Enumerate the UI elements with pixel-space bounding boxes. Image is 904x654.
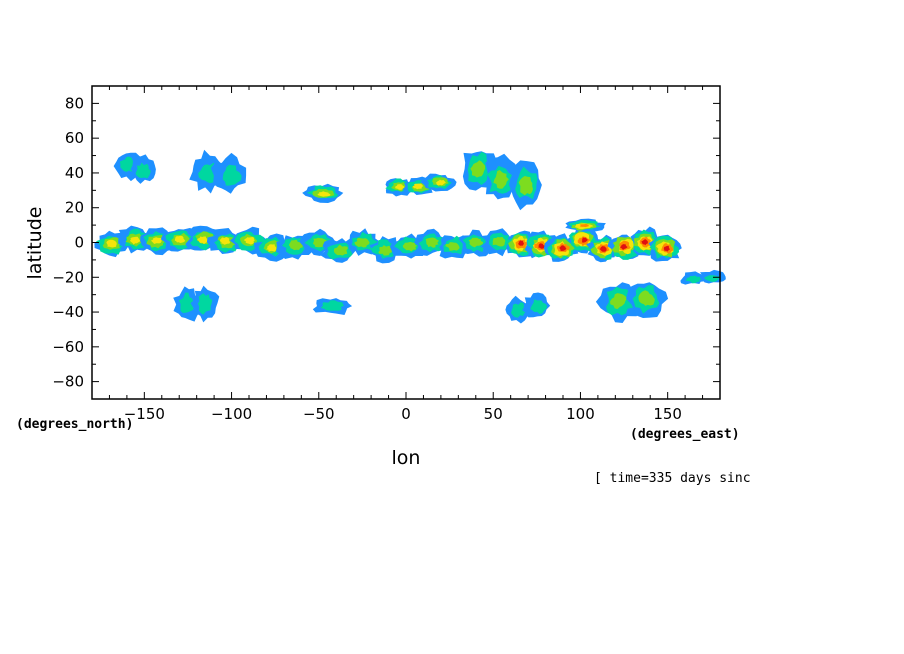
contour-feature bbox=[130, 236, 141, 245]
contour-feature bbox=[317, 191, 331, 197]
x-axis-title: lon bbox=[392, 447, 421, 469]
contour-feature bbox=[620, 244, 628, 250]
contour-feature bbox=[685, 275, 702, 284]
contour-feature bbox=[663, 245, 670, 252]
x-tick-label: 100 bbox=[566, 405, 595, 423]
contour-feature bbox=[288, 239, 303, 251]
y-tick-label: −40 bbox=[52, 303, 84, 321]
contour-feature bbox=[174, 235, 186, 243]
contour-feature bbox=[559, 245, 567, 251]
contour-feature bbox=[266, 244, 277, 252]
contour-feature bbox=[530, 299, 548, 315]
y-tick-label: 0 bbox=[74, 234, 84, 252]
contour-feature bbox=[638, 290, 655, 306]
x-tick-label: −50 bbox=[303, 405, 335, 423]
contour-feature bbox=[394, 184, 405, 190]
y-tick-label: 40 bbox=[65, 164, 84, 182]
y-tick-label: 60 bbox=[65, 129, 84, 147]
y-tick-label: 80 bbox=[65, 94, 84, 112]
contour-feature bbox=[220, 237, 231, 245]
contour-feature bbox=[641, 239, 648, 246]
contour-feature bbox=[197, 293, 213, 315]
contour-feature bbox=[135, 162, 151, 179]
contour-feature bbox=[243, 237, 255, 245]
y-tick-label: 20 bbox=[65, 199, 84, 217]
contour-feature bbox=[378, 245, 393, 256]
contour-feature bbox=[313, 237, 327, 248]
contour-feature bbox=[468, 237, 484, 248]
contour-feature bbox=[518, 176, 533, 196]
contour-feature bbox=[470, 160, 486, 178]
contour-feature bbox=[178, 292, 195, 313]
contour-feature bbox=[425, 237, 439, 248]
contour-fields bbox=[94, 149, 726, 324]
contour-feature bbox=[402, 241, 417, 252]
x-tick-label: 50 bbox=[484, 405, 503, 423]
x-tick-label: −150 bbox=[124, 405, 165, 423]
axis-ticks bbox=[91, 85, 721, 400]
contour-feature bbox=[333, 244, 348, 256]
x-tick-label: −100 bbox=[211, 405, 252, 423]
contour-feature bbox=[511, 302, 528, 318]
contour-feature bbox=[435, 179, 446, 186]
x-tick-labels: −150 −100 −50 0 50 100 150 bbox=[124, 405, 682, 423]
contour-feature bbox=[493, 170, 509, 189]
y-tick-labels: 80 60 40 20 0 −20 −40 −60 −80 bbox=[52, 94, 84, 390]
time-annotation: [ time=335 days sinc bbox=[594, 471, 751, 486]
contour-feature bbox=[537, 243, 545, 249]
contour-feature bbox=[599, 246, 607, 252]
contour-feature bbox=[151, 237, 163, 244]
x-tick-label: 0 bbox=[401, 405, 411, 423]
contour-feature bbox=[222, 164, 242, 186]
contour-feature bbox=[579, 223, 589, 228]
contour-feature bbox=[445, 242, 460, 251]
contour-feature bbox=[354, 237, 370, 248]
contour-feature bbox=[412, 183, 423, 190]
contour-feature bbox=[518, 240, 525, 246]
y-axis-title: latitude bbox=[24, 207, 46, 280]
contour-feature bbox=[197, 236, 208, 245]
y-units-label: (degrees_north) bbox=[16, 417, 133, 432]
x-units-label: (degrees_east) bbox=[630, 427, 740, 442]
contour-feature bbox=[492, 236, 506, 247]
contour-feature bbox=[106, 239, 117, 248]
x-tick-label: 150 bbox=[653, 405, 682, 423]
y-tick-label: −60 bbox=[52, 338, 84, 356]
contour-feature bbox=[610, 293, 628, 310]
contour-feature bbox=[320, 300, 344, 311]
y-tick-label: −20 bbox=[52, 268, 84, 286]
y-tick-label: −80 bbox=[52, 373, 84, 391]
contour-feature bbox=[582, 237, 588, 243]
